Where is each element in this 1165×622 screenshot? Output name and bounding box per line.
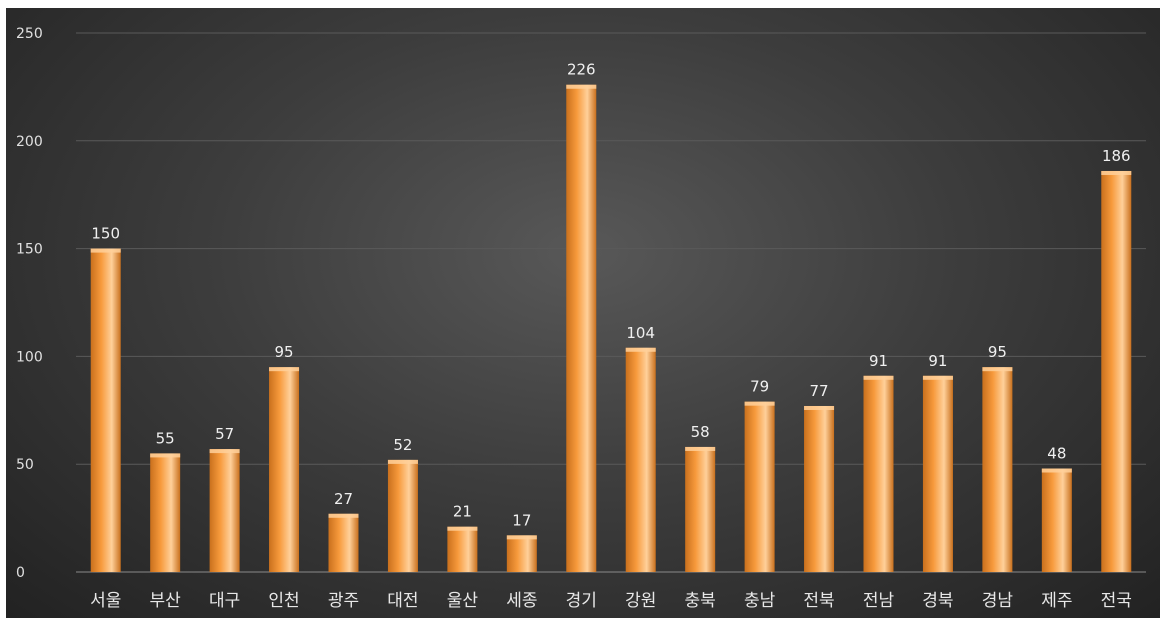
- y-axis-ticks: 0 50 100 150 200 250: [16, 26, 43, 581]
- bar-cap-강원: [625, 347, 656, 352]
- bar-cap-세종: [506, 535, 537, 540]
- category-label-대구: 대구: [209, 591, 240, 611]
- bar-광주: [328, 513, 359, 572]
- bar-cap-대전: [387, 459, 418, 464]
- bar-cap-경북: [922, 375, 953, 380]
- bar-제주: [1041, 468, 1072, 572]
- data-label-대구: 57: [215, 425, 234, 443]
- bar-cap-충북: [685, 446, 716, 451]
- data-label-강원: 104: [626, 324, 655, 342]
- bar-cap-전북: [804, 405, 835, 410]
- data-label-부산: 55: [156, 429, 175, 447]
- category-label-전국: 전국: [1101, 591, 1132, 611]
- bar-chart: 0 50 100 150 200 250 150 55 57 95 27 52 21 17 226 104 5…: [6, 8, 1160, 618]
- data-label-전국: 186: [1102, 147, 1131, 165]
- bar-cap-충남: [744, 401, 775, 406]
- data-label-경남: 95: [988, 343, 1007, 361]
- bar-cap-경남: [982, 367, 1013, 372]
- data-label-전남: 91: [869, 352, 888, 370]
- bar-cap-광주: [328, 513, 359, 518]
- category-label-경북: 경북: [922, 591, 953, 611]
- category-label-제주: 제주: [1041, 591, 1072, 611]
- data-label-경기: 226: [567, 61, 596, 79]
- bar-인천: [269, 367, 300, 572]
- data-label-경북: 91: [928, 352, 947, 370]
- bar-cap-대구: [209, 449, 240, 454]
- bar-cap-울산: [447, 526, 478, 531]
- bar-cap-전국: [1101, 170, 1132, 175]
- bar-경기: [566, 84, 597, 572]
- data-label-전북: 77: [810, 382, 829, 400]
- bar-cap-경기: [566, 84, 597, 89]
- y-tick-label-0: 0: [16, 565, 25, 581]
- category-label-서울: 서울: [90, 591, 121, 611]
- bar-강원: [625, 347, 656, 572]
- bar-cap-서울: [90, 248, 121, 253]
- bar-cap-부산: [150, 453, 181, 458]
- data-label-인천: 95: [275, 343, 294, 361]
- y-tick-label-250: 250: [16, 26, 43, 42]
- category-label-울산: 울산: [447, 591, 479, 611]
- category-label-충북: 충북: [685, 591, 716, 611]
- y-tick-label-200: 200: [16, 134, 43, 150]
- bar-대전: [387, 459, 418, 572]
- category-label-전남: 전남: [863, 591, 895, 611]
- bar-경북: [922, 375, 953, 572]
- bars: [90, 84, 1132, 572]
- data-label-대전: 52: [393, 436, 412, 454]
- bar-전남: [863, 375, 894, 572]
- category-label-인천: 인천: [268, 591, 299, 611]
- category-label-부산: 부산: [150, 591, 182, 611]
- bar-cap-전남: [863, 375, 894, 380]
- x-axis-categories: 서울 부산 대구 인천 광주 대전 울산 세종 경기 강원 충북 충남 전북 전남 경북 경남 제주 전국: [90, 591, 1132, 611]
- bar-전국: [1101, 170, 1132, 572]
- y-tick-label-150: 150: [16, 242, 43, 258]
- bar-cap-제주: [1041, 468, 1072, 473]
- bar-대구: [209, 449, 240, 572]
- data-label-세종: 17: [512, 511, 531, 529]
- gridlines: [76, 32, 1146, 573]
- bar-cap-인천: [269, 367, 300, 372]
- bar-울산: [447, 526, 478, 572]
- bar-충남: [744, 401, 775, 572]
- data-label-제주: 48: [1047, 445, 1066, 463]
- category-label-강원: 강원: [625, 591, 656, 611]
- category-label-경기: 경기: [566, 591, 597, 611]
- bar-경남: [982, 367, 1013, 572]
- data-labels: 150 55 57 95 27 52 21 17 226 104 58 79 77 91 91 95 48 186: [91, 61, 1130, 530]
- category-label-충남: 충남: [744, 591, 776, 611]
- y-tick-label-100: 100: [16, 349, 43, 365]
- category-label-광주: 광주: [328, 591, 359, 611]
- y-tick-label-50: 50: [16, 457, 34, 473]
- data-label-울산: 21: [453, 503, 472, 521]
- category-label-세종: 세종: [506, 591, 537, 611]
- category-label-대전: 대전: [387, 591, 418, 611]
- bar-세종: [506, 535, 537, 572]
- data-label-광주: 27: [334, 490, 353, 508]
- chart-svg: 0 50 100 150 200 250 150 55 57 95 27 52 21 17 226 104 5…: [16, 26, 1146, 611]
- bar-서울: [90, 248, 121, 572]
- data-label-충북: 58: [691, 423, 710, 441]
- bar-전북: [804, 405, 835, 572]
- data-label-충남: 79: [750, 378, 769, 396]
- bar-부산: [150, 453, 181, 572]
- bar-충북: [685, 446, 716, 572]
- data-label-서울: 150: [91, 225, 120, 243]
- category-label-경남: 경남: [982, 591, 1014, 611]
- category-label-전북: 전북: [803, 591, 834, 611]
